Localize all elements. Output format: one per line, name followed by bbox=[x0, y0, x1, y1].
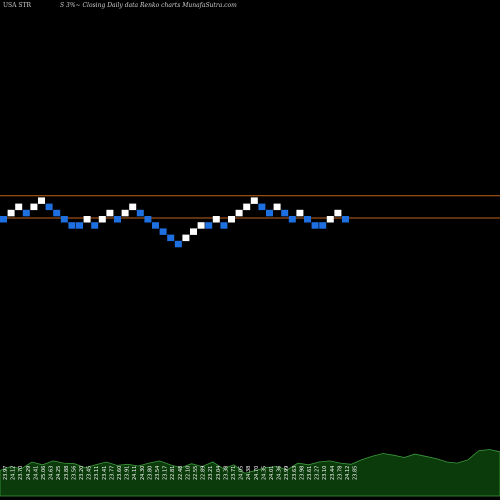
price-label: 24.05 bbox=[239, 466, 245, 480]
price-label: 23.61 bbox=[307, 466, 313, 480]
price-label: 23.20 bbox=[79, 466, 85, 480]
renko-brick-down bbox=[258, 203, 266, 211]
price-label: 23.78 bbox=[337, 466, 343, 480]
price-label: 25.06 bbox=[41, 466, 47, 480]
renko-brick-up bbox=[235, 209, 243, 217]
price-label: 23.10 bbox=[322, 466, 328, 480]
renko-brick-up bbox=[15, 203, 23, 211]
price-label: 24.11 bbox=[132, 466, 138, 480]
renko-brick-down bbox=[91, 222, 99, 229]
price-label: 23.91 bbox=[125, 466, 131, 480]
price-label: 22.89 bbox=[201, 466, 207, 480]
renko-brick-up bbox=[243, 203, 251, 211]
renko-brick-down bbox=[205, 222, 213, 229]
renko-brick-up bbox=[129, 203, 137, 211]
price-label: 23.38 bbox=[223, 466, 229, 480]
renko-brick-up bbox=[98, 216, 106, 223]
renko-brick-down bbox=[311, 222, 319, 229]
price-label: 23.77 bbox=[109, 466, 115, 480]
renko-brick-down bbox=[319, 222, 327, 229]
price-label: 23.54 bbox=[155, 466, 161, 480]
price-label: 22.48 bbox=[178, 466, 184, 480]
renko-brick-up bbox=[296, 209, 304, 217]
renko-brick-down bbox=[159, 228, 167, 235]
price-label: 24.36 bbox=[277, 466, 283, 480]
price-label: 24.12 bbox=[11, 466, 17, 480]
renko-brick-down bbox=[53, 209, 61, 217]
renko-brick-down bbox=[167, 234, 175, 242]
volume-area bbox=[0, 449, 500, 497]
renko-brick-down bbox=[174, 240, 182, 248]
price-label: 23.45 bbox=[87, 466, 93, 480]
renko-brick-up bbox=[326, 216, 334, 223]
renko-brick-down bbox=[45, 203, 53, 211]
price-label: 23.44 bbox=[330, 466, 336, 480]
price-label: 23.85 bbox=[353, 466, 359, 480]
renko-brick-down bbox=[288, 216, 296, 223]
price-label: 23.70 bbox=[18, 466, 24, 480]
price-label: 24.12 bbox=[345, 466, 351, 480]
renko-brick-up bbox=[182, 234, 190, 242]
price-label: 24.01 bbox=[269, 466, 275, 480]
renko-brick-down bbox=[220, 222, 228, 229]
renko-brick-up bbox=[250, 197, 258, 204]
renko-brick-down bbox=[152, 222, 159, 229]
renko-brick-down bbox=[60, 216, 68, 223]
renko-brick-up bbox=[7, 209, 15, 217]
price-label: 23.21 bbox=[208, 466, 214, 480]
renko-brick-up bbox=[273, 203, 281, 211]
price-label: 23.98 bbox=[299, 466, 305, 480]
renko-brick-up bbox=[228, 216, 235, 223]
price-label: 24.70 bbox=[254, 466, 260, 480]
price-label: 24.30 bbox=[140, 466, 146, 480]
renko-brick-down bbox=[114, 216, 121, 223]
renko-brick-up bbox=[30, 203, 38, 211]
renko-brick-down bbox=[144, 216, 152, 223]
price-label: 24.25 bbox=[56, 466, 62, 480]
renko-brick-up bbox=[197, 222, 205, 229]
renko-brick-up bbox=[38, 197, 45, 204]
price-label: 23.04 bbox=[216, 466, 222, 480]
renko-brick-down bbox=[0, 216, 7, 223]
renko-brick-down bbox=[76, 222, 83, 229]
price-label: 24.38 bbox=[246, 466, 252, 480]
price-label: 22.10 bbox=[185, 466, 191, 480]
renko-brick-down bbox=[136, 209, 144, 217]
renko-brick-up bbox=[83, 216, 91, 223]
renko-brick-up bbox=[106, 209, 114, 217]
renko-brick-up bbox=[190, 228, 197, 235]
price-label: 23.56 bbox=[71, 466, 77, 480]
price-label: 23.80 bbox=[147, 466, 153, 480]
price-label: 24.63 bbox=[49, 466, 55, 480]
renko-brick-down bbox=[304, 216, 311, 223]
price-label: 23.71 bbox=[231, 466, 237, 480]
renko-brick-down bbox=[281, 209, 289, 217]
price-label: 23.97 bbox=[3, 466, 9, 480]
price-label: 23.60 bbox=[117, 466, 123, 480]
chart-subtitle: S 3%~ Closing Daily data Renko charts Mu… bbox=[60, 2, 237, 9]
price-label: 24.29 bbox=[26, 466, 32, 480]
price-label: 24.41 bbox=[33, 466, 39, 480]
price-label: 23.17 bbox=[163, 466, 169, 480]
price-label: 23.63 bbox=[292, 466, 298, 480]
renko-brick-up bbox=[334, 209, 342, 217]
price-label: 23.27 bbox=[315, 466, 321, 480]
price-label: 23.11 bbox=[94, 466, 100, 480]
renko-brick-down bbox=[342, 216, 349, 223]
price-label: 23.99 bbox=[284, 466, 290, 480]
renko-brick-down bbox=[22, 209, 30, 217]
price-label: 24.35 bbox=[261, 466, 267, 480]
price-label: 23.41 bbox=[102, 466, 108, 480]
price-label: 23.88 bbox=[64, 466, 70, 480]
price-label: 22.55 bbox=[193, 466, 199, 480]
price-label: 22.81 bbox=[170, 466, 176, 480]
symbol-label: USA STR bbox=[3, 2, 32, 9]
renko-brick-down bbox=[266, 209, 273, 217]
renko-brick-up bbox=[212, 216, 220, 223]
renko-brick-down bbox=[68, 222, 76, 229]
renko-brick-up bbox=[121, 209, 129, 217]
